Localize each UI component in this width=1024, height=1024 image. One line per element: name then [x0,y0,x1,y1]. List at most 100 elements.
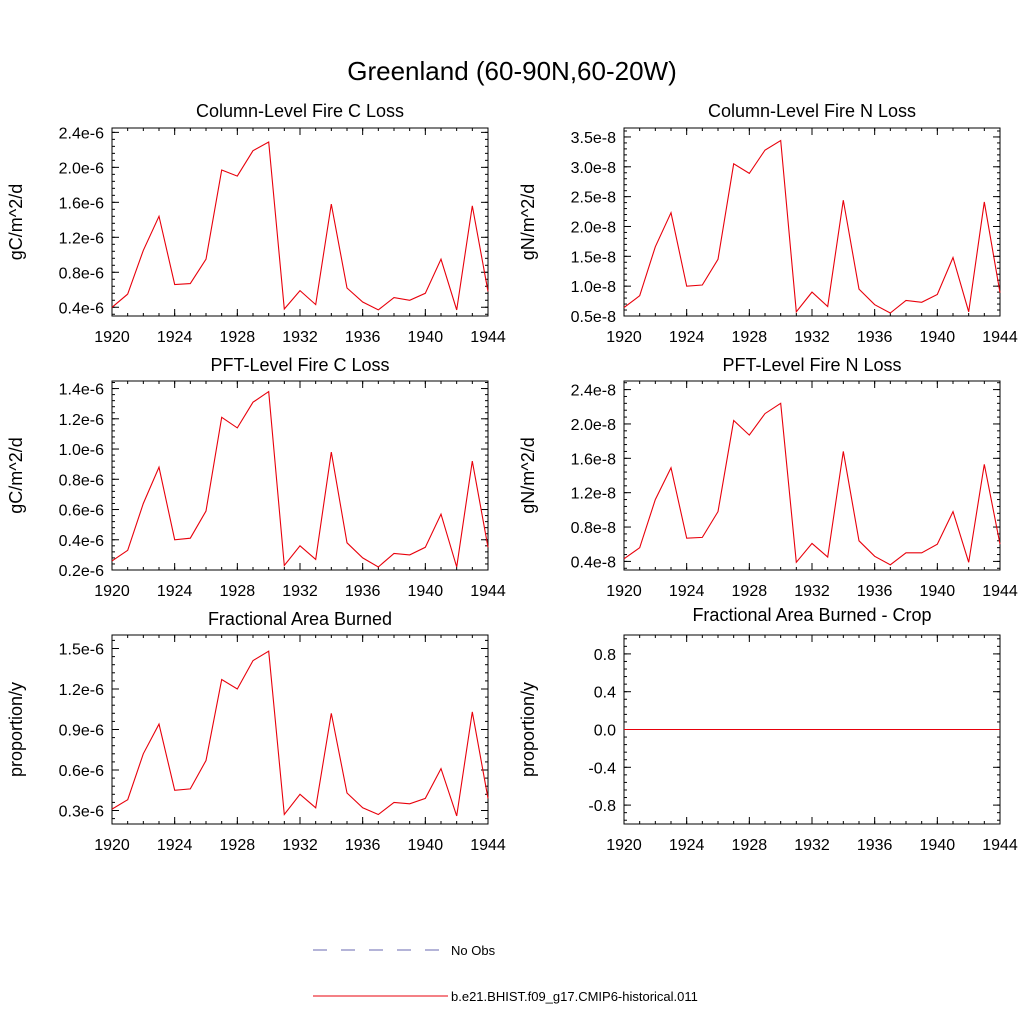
series-line [623,139,1001,314]
x-tick-label: 1924 [157,329,193,346]
x-tick-label: 1924 [669,837,705,854]
x-tick-label: 1944 [470,583,506,600]
plot-area-4: 1920 1924 1928 1932 1936 1940 1944 0.3e-6 0.6e-6… [6,634,506,854]
y-axis-label: gN/m^2/d [518,437,538,513]
x-tick-label: 1924 [669,329,705,346]
plot-area-0: 1920 1924 1928 1932 1936 1940 1944 0.4e-6 0.8e-6… [6,125,506,346]
y-tick-label: 0.3e-6 [59,804,104,821]
panel-title: Fractional Area Burned - Crop [692,605,931,625]
x-tick-label: 1940 [408,329,444,346]
panel-fractional-area-burned-crop: Fractional Area Burned - Crop [692,605,931,625]
x-tick-label: 1920 [606,329,642,346]
plot-frame [623,380,1001,571]
x-tick-label: 1924 [157,583,193,600]
x-tick-label: 1928 [220,329,256,346]
y-tick-label: 0.4e-6 [59,300,104,317]
plot-frame [111,634,489,825]
x-tick-label: 1944 [982,329,1018,346]
y-tick-label: -0.8 [588,798,616,815]
x-tick-label: 1928 [732,329,768,346]
x-tick-label: 1920 [606,837,642,854]
legend-label-no-obs: No Obs [451,943,496,958]
y-tick-label: 2.0e-6 [59,160,104,177]
y-tick-label: 0.6e-6 [59,763,104,780]
x-tick-label: 1932 [794,583,830,600]
y-tick-label: 1.6e-6 [59,195,104,212]
x-tick-label: 1936 [345,329,381,346]
y-tick-label: 1.2e-6 [59,230,104,247]
y-tick-label: 0.8e-6 [59,265,104,282]
x-tick-label: 1932 [282,583,318,600]
plot-area-5: 1920 1924 1928 1932 1936 1940 1944 -0.8 -0.4 0.0 0… [518,634,1018,854]
y-axis-label: proportion/y [6,682,26,777]
y-tick-label: 0.2e-6 [59,563,104,580]
y-axis-label: gC/m^2/d [6,437,26,513]
y-tick-label: 3.5e-8 [571,130,616,147]
panel-column-level-fire-c-loss: Column-Level Fire C Loss [196,101,404,121]
x-tick-label: 1928 [220,583,256,600]
y-tick-label: 1.2e-6 [59,412,104,429]
x-tick-label: 1932 [282,837,318,854]
x-tick-label: 1936 [345,583,381,600]
series-line [111,141,489,311]
x-tick-label: 1940 [408,583,444,600]
y-tick-label: 1.4e-6 [59,382,104,399]
x-tick-label: 1920 [94,837,130,854]
y-tick-label: 0.8 [594,647,616,664]
panel-pft-level-fire-n-loss: PFT-Level Fire N Loss [722,355,901,375]
x-tick-label: 1940 [920,837,956,854]
x-tick-label: 1936 [857,837,893,854]
y-axis-label: proportion/y [518,682,538,777]
x-tick-label: 1932 [794,329,830,346]
y-tick-label: 0.4e-8 [571,554,616,571]
x-tick-label: 1936 [857,583,893,600]
x-tick-label: 1944 [470,329,506,346]
y-tick-label: 2.4e-8 [571,383,616,400]
x-tick-label: 1928 [732,583,768,600]
panel-title: Column-Level Fire N Loss [708,101,916,121]
y-tick-label: 2.0e-8 [571,219,616,236]
panel-title: PFT-Level Fire C Loss [210,355,389,375]
plot-frame [111,380,489,571]
y-tick-label: 1.0e-6 [59,442,104,459]
series-line [111,650,489,817]
plot-frame [111,127,489,317]
y-tick-label: 1.2e-8 [571,486,616,503]
x-tick-label: 1920 [606,583,642,600]
panel-pft-level-fire-c-loss: PFT-Level Fire C Loss [210,355,389,375]
y-axis-label: gN/m^2/d [518,184,538,260]
series-line [111,390,489,568]
panel-column-level-fire-n-loss: Column-Level Fire N Loss [708,101,916,121]
y-tick-label: 1.5e-8 [571,249,616,266]
y-tick-label: 0.0 [594,723,616,740]
y-tick-label: 2.5e-8 [571,190,616,207]
x-tick-label: 1940 [920,329,956,346]
y-axis-label: gC/m^2/d [6,184,26,260]
figure-title: Greenland (60-90N,60-20W) [347,56,677,86]
plot-frame [623,127,1001,317]
x-tick-label: 1944 [982,583,1018,600]
series-line [623,402,1001,566]
panel-title: PFT-Level Fire N Loss [722,355,901,375]
x-tick-label: 1936 [857,329,893,346]
legend-label-model: b.e21.BHIST.f09_g17.CMIP6-historical.011 [451,989,698,1004]
y-tick-label: 0.8e-6 [59,472,104,489]
plot-area-2: 1920 1924 1928 1932 1936 1940 1944 0.2e-6 0.4e-6… [6,380,506,600]
x-tick-label: 1924 [669,583,705,600]
x-tick-label: 1940 [920,583,956,600]
panel-title: Column-Level Fire C Loss [196,101,404,121]
y-tick-label: 1.6e-8 [571,451,616,468]
x-tick-label: 1928 [220,837,256,854]
x-tick-label: 1928 [732,837,768,854]
y-tick-label: 3.0e-8 [571,160,616,177]
panel-fractional-area-burned: Fractional Area Burned [208,609,392,629]
y-tick-label: -0.4 [588,760,616,777]
x-tick-label: 1920 [94,583,130,600]
y-tick-label: 2.0e-8 [571,417,616,434]
panel-title: Fractional Area Burned [208,609,392,629]
x-tick-label: 1932 [794,837,830,854]
y-tick-label: 1.5e-6 [59,642,104,659]
x-tick-label: 1940 [408,837,444,854]
plot-area-1: 1920 1924 1928 1932 1936 1940 1944 0.5e-8 1.0e-8… [518,127,1018,346]
